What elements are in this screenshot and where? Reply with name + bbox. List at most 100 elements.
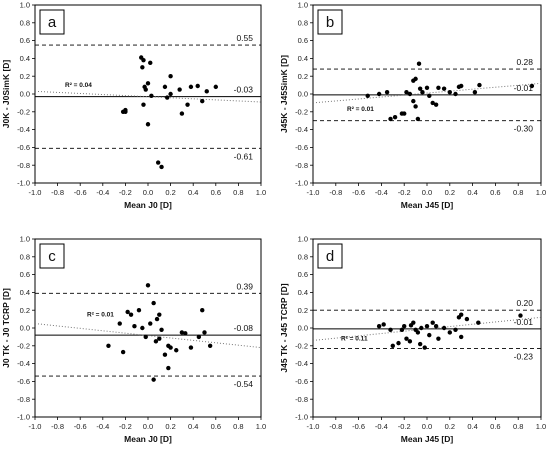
- data-point: [141, 57, 146, 63]
- data-point: [162, 84, 168, 90]
- data-point: [157, 336, 162, 341]
- data-point: [168, 91, 173, 97]
- x-tick-label: -0.6: [352, 422, 365, 431]
- data-point: [430, 320, 435, 325]
- panel-b: -1.0 -0.8 -0.6 -0.4 -0.2 0.0 0.2 0.4 0.6 0.8 1.0 -1…: [279, 1, 546, 210]
- x-tick-label: -0.4: [375, 422, 388, 431]
- y-tick-label: -0.4: [17, 125, 30, 134]
- y-tick-label: 1.0: [20, 235, 30, 244]
- data-point: [459, 312, 464, 317]
- data-point: [447, 90, 452, 95]
- y-axis-label: J0 TK - J0 TCRP [D]: [1, 288, 11, 368]
- data-point: [143, 334, 148, 340]
- data-point: [136, 308, 142, 313]
- data-point: [149, 93, 154, 98]
- x-tick-label: 0.6: [211, 422, 221, 431]
- plot-area: [313, 309, 541, 350]
- x-tick-label: 0.6: [490, 422, 500, 431]
- y-tick-label: 1.0: [298, 1, 308, 10]
- data-point: [430, 100, 435, 106]
- y-tick-label: 0.0: [298, 324, 308, 333]
- data-point: [106, 343, 111, 348]
- panel-label-box: [39, 243, 65, 269]
- x-tick-label: -0.4: [375, 188, 388, 197]
- r-squared-label: R² = 0.04: [65, 82, 92, 89]
- mean-label: -0.03: [234, 85, 254, 95]
- data-point: [143, 87, 148, 92]
- x-tick-label: -0.4: [96, 188, 109, 197]
- x-tick-label: -1.0: [29, 188, 42, 197]
- data-point: [381, 322, 386, 327]
- data-point: [117, 321, 122, 326]
- data-point: [179, 330, 185, 335]
- plot-area: [35, 283, 261, 382]
- y-tick-label: -0.2: [17, 107, 30, 116]
- data-point: [145, 122, 151, 127]
- data-point: [464, 316, 470, 322]
- data-point: [159, 327, 164, 332]
- y-tick-label: 0.8: [298, 252, 308, 261]
- y-tick-label: -0.6: [17, 143, 30, 152]
- x-tick-label: 0.8: [233, 188, 243, 197]
- x-tick-label: 0.2: [165, 188, 175, 197]
- data-point: [415, 116, 421, 122]
- data-point: [388, 327, 393, 332]
- upper-loa-label: 0.28: [516, 57, 533, 67]
- data-point: [151, 377, 156, 382]
- upper-loa-label: 0.55: [236, 33, 253, 43]
- data-point: [417, 341, 423, 347]
- lower-loa-label: -0.61: [234, 151, 254, 161]
- data-point: [441, 86, 447, 91]
- data-point: [518, 313, 523, 318]
- data-point: [204, 89, 209, 94]
- y-tick-label: 0.0: [20, 324, 30, 333]
- y-tick-label: 0.2: [298, 72, 308, 81]
- x-tick-label: 0.0: [143, 422, 153, 431]
- data-point: [166, 365, 171, 371]
- data-point: [123, 109, 128, 115]
- data-point: [188, 84, 194, 90]
- plot-frame: [34, 4, 262, 184]
- data-point: [402, 324, 407, 329]
- y-tick-label: 0.2: [298, 306, 308, 315]
- x-tick-label: 0.4: [188, 422, 198, 431]
- data-point: [404, 90, 409, 95]
- x-tick-label: 0.8: [513, 422, 523, 431]
- data-point: [195, 83, 200, 89]
- data-point: [476, 320, 481, 325]
- y-tick-label: -0.6: [295, 377, 308, 386]
- y-tick-label: -0.4: [295, 125, 308, 134]
- x-tick-label: 0.8: [513, 188, 523, 197]
- data-point: [140, 325, 145, 331]
- data-point: [433, 324, 439, 329]
- data-point: [183, 331, 188, 336]
- data-point: [154, 316, 160, 322]
- data-point: [427, 93, 432, 98]
- mean-label: -0.01: [514, 83, 534, 93]
- data-point: [427, 332, 432, 338]
- y-axis-label: J45 TK - J45 TCRP [D]: [279, 283, 289, 372]
- panel-c: -1.0 -0.8 -0.6 -0.4 -0.2 0.0 0.2 0.4 0.6 0.8 1.0 -1…: [1, 235, 266, 444]
- x-tick-label: 0.2: [445, 188, 455, 197]
- data-point: [145, 81, 151, 86]
- x-tick-label: -1.0: [29, 422, 42, 431]
- data-point: [441, 325, 447, 331]
- x-tick-label: -0.8: [329, 188, 342, 197]
- panel-label-box: [317, 9, 343, 35]
- data-point: [392, 114, 398, 120]
- panel-label-box: [39, 9, 65, 35]
- data-point: [477, 82, 482, 88]
- data-point: [399, 327, 405, 332]
- lower-loa-label: -0.54: [234, 379, 254, 389]
- y-axis-label: J45K - J45SimK [D]: [279, 55, 289, 133]
- data-point: [420, 90, 425, 95]
- y-tick-label: -1.0: [295, 413, 308, 422]
- data-point: [402, 111, 407, 116]
- y-tick-label: 0.2: [20, 306, 30, 315]
- lower-loa-label: -0.23: [514, 351, 534, 361]
- data-point: [159, 164, 164, 170]
- y-tick-label: -0.2: [17, 341, 30, 350]
- data-point: [376, 324, 382, 329]
- r-squared-label: R² = 0.01: [87, 311, 114, 318]
- data-point: [207, 343, 213, 348]
